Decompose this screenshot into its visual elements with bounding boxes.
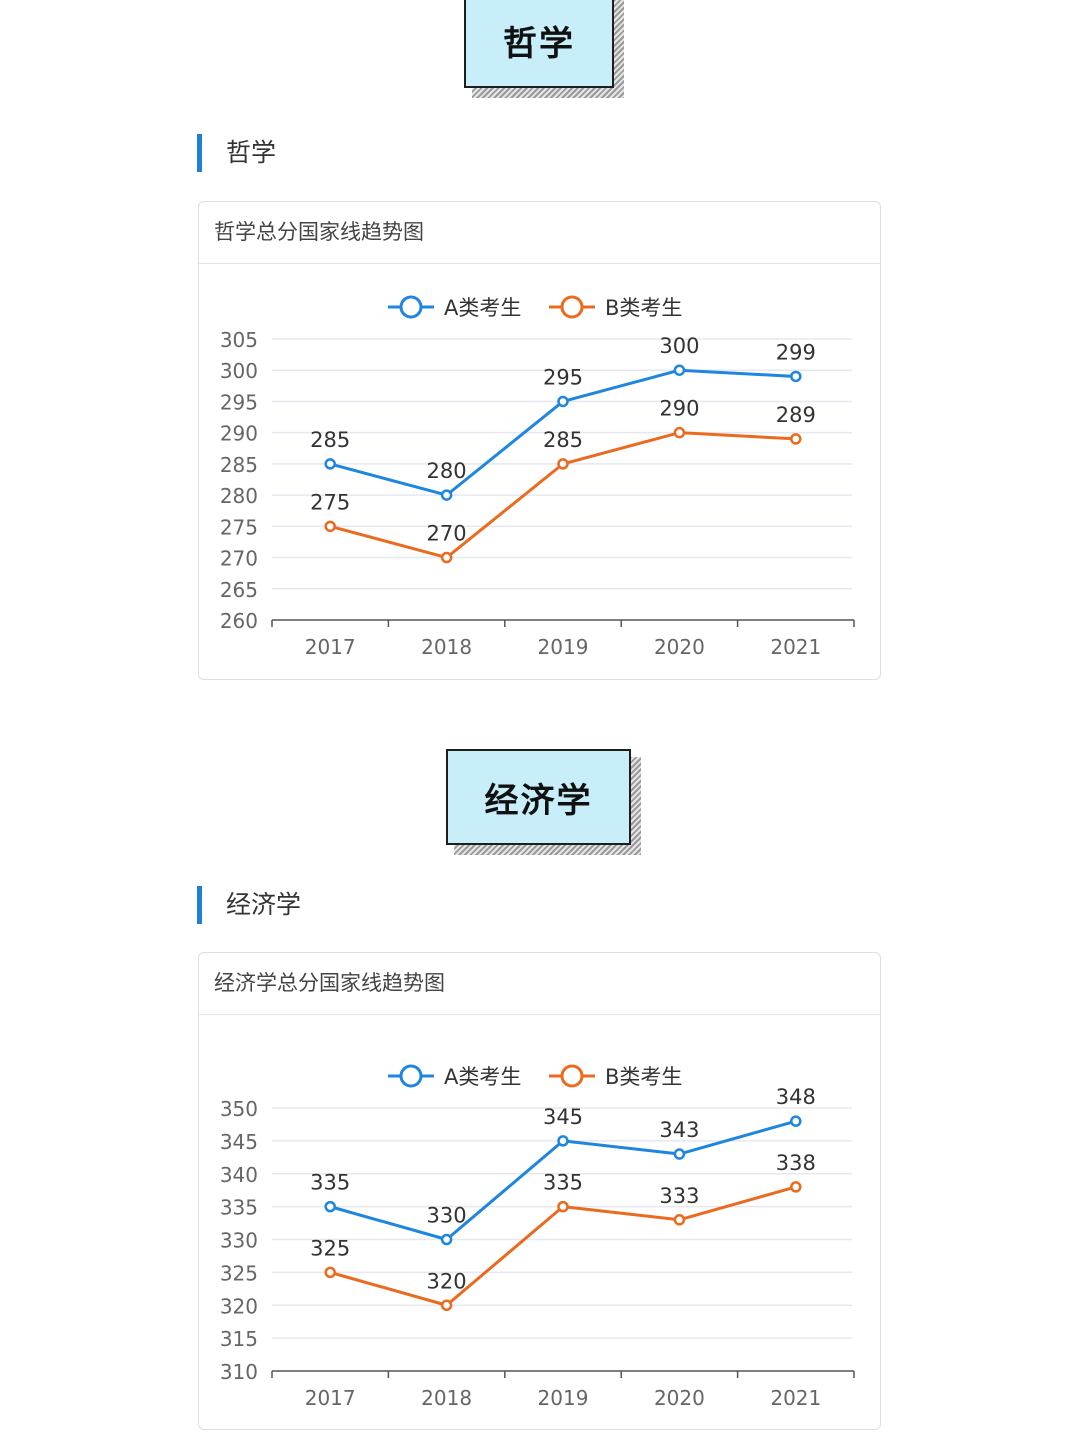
data-label: 300 <box>659 334 699 358</box>
y-tick-label: 315 <box>220 1327 258 1351</box>
legend-marker <box>399 295 423 319</box>
chart-card-title: 哲学总分国家线趋势图 <box>199 202 880 264</box>
data-point <box>324 1200 336 1213</box>
data-point <box>790 1115 802 1127</box>
series-a: 335 330 345 343 348 <box>310 1085 816 1246</box>
x-tick-label: 2018 <box>421 1386 472 1410</box>
data-point <box>324 458 336 470</box>
x-tick-label: 2021 <box>770 635 821 659</box>
y-tick-label: 340 <box>220 1163 258 1187</box>
banner-title: 哲学 <box>464 0 614 88</box>
banner-title: 经济学 <box>446 749 631 845</box>
data-point <box>790 370 802 383</box>
data-point <box>673 1148 686 1160</box>
y-tick-label: 265 <box>220 578 258 602</box>
chart-card-title: 经济学总分国家线趋势图 <box>199 953 880 1015</box>
data-point <box>557 1200 569 1213</box>
legend-label: A类考生 <box>444 296 521 320</box>
legend-marker <box>560 295 584 319</box>
y-tick-label: 335 <box>220 1196 258 1220</box>
data-label: 299 <box>776 340 816 364</box>
x-tick-label: 2017 <box>305 1386 356 1410</box>
data-label: 320 <box>427 1269 467 1293</box>
y-tick-label: 330 <box>220 1229 258 1253</box>
x-tick-label: 2019 <box>538 635 589 659</box>
series-a: 285 280 295 300 299 <box>310 334 816 501</box>
data-point <box>673 426 686 439</box>
legend-marker <box>399 1064 423 1088</box>
data-label: 275 <box>310 490 350 514</box>
data-label: 325 <box>310 1236 350 1260</box>
y-tick-label: 350 <box>220 1097 258 1121</box>
y-tick-label: 325 <box>220 1261 258 1285</box>
legend-item-b: B类考生 <box>549 1064 682 1089</box>
data-point <box>557 458 569 470</box>
x-tick-label: 2020 <box>654 1386 705 1410</box>
data-point <box>440 1233 453 1246</box>
legend-label: B类考生 <box>605 296 682 320</box>
data-point <box>440 489 453 501</box>
chart-card-economics: 经济学总分国家线趋势图 A类考生 B类考生 310 315 320 325 330 335 34… <box>198 952 881 1430</box>
data-point <box>324 1266 336 1279</box>
data-point <box>324 520 336 533</box>
data-label: 338 <box>776 1151 816 1175</box>
data-label: 345 <box>543 1105 583 1129</box>
y-tick-label: 260 <box>220 609 258 633</box>
line-chart-philosophy: A类考生 B类考生 260 265 270 275 280 285 290 295 300 305 20… <box>220 295 855 659</box>
data-point <box>673 1214 686 1226</box>
data-label: 285 <box>543 428 583 452</box>
y-tick-label: 275 <box>220 515 258 539</box>
series-b: 325 320 335 333 338 <box>310 1151 816 1311</box>
y-tick-label: 320 <box>220 1294 258 1318</box>
data-label: 335 <box>543 1171 583 1195</box>
data-label: 330 <box>427 1204 467 1228</box>
chart-card-philosophy: 哲学总分国家线趋势图 A类考生 B类考生 260 265 270 275 280 285 290… <box>198 201 881 680</box>
y-tick-label: 345 <box>220 1130 258 1154</box>
x-tick-label: 2018 <box>421 635 472 659</box>
y-tick-label: 295 <box>220 390 258 414</box>
y-tick-label: 310 <box>220 1360 258 1384</box>
data-label: 289 <box>776 403 816 427</box>
data-point <box>440 551 453 564</box>
y-tick-label: 305 <box>220 328 258 352</box>
data-label: 343 <box>659 1118 699 1142</box>
data-label: 290 <box>659 397 699 421</box>
data-label: 335 <box>310 1171 350 1195</box>
data-label: 333 <box>659 1184 699 1208</box>
section-heading: 经济学 <box>197 886 301 924</box>
x-tick-label: 2019 <box>538 1386 589 1410</box>
legend-item-a: A类考生 <box>388 1064 521 1089</box>
data-point <box>557 1135 569 1147</box>
x-tick-label: 2017 <box>305 635 356 659</box>
data-point <box>790 1181 802 1193</box>
data-label: 348 <box>776 1085 816 1109</box>
data-label: 270 <box>427 522 467 546</box>
legend-label: B类考生 <box>605 1065 682 1089</box>
line-chart-economics: A类考生 B类考生 310 315 320 325 330 335 340 345 350 2017 2… <box>220 1064 855 1410</box>
data-label: 285 <box>310 428 350 452</box>
legend-label: A类考生 <box>444 1065 521 1089</box>
y-tick-label: 270 <box>220 547 258 571</box>
data-label: 280 <box>427 459 467 483</box>
data-point <box>790 433 802 445</box>
x-tick-label: 2020 <box>654 635 705 659</box>
y-tick-label: 300 <box>220 359 258 383</box>
section-heading: 哲学 <box>197 134 276 172</box>
data-point <box>673 364 686 376</box>
data-point <box>557 395 569 408</box>
series-b: 275 270 285 290 289 <box>310 397 816 564</box>
data-label: 295 <box>543 365 583 389</box>
data-point <box>440 1299 453 1311</box>
legend-marker <box>560 1064 584 1088</box>
y-tick-label: 290 <box>220 422 258 446</box>
x-tick-label: 2021 <box>770 1386 821 1410</box>
legend-item-b: B类考生 <box>549 295 682 320</box>
y-tick-label: 280 <box>220 484 258 508</box>
y-tick-label: 285 <box>220 453 258 477</box>
legend-item-a: A类考生 <box>388 295 521 320</box>
